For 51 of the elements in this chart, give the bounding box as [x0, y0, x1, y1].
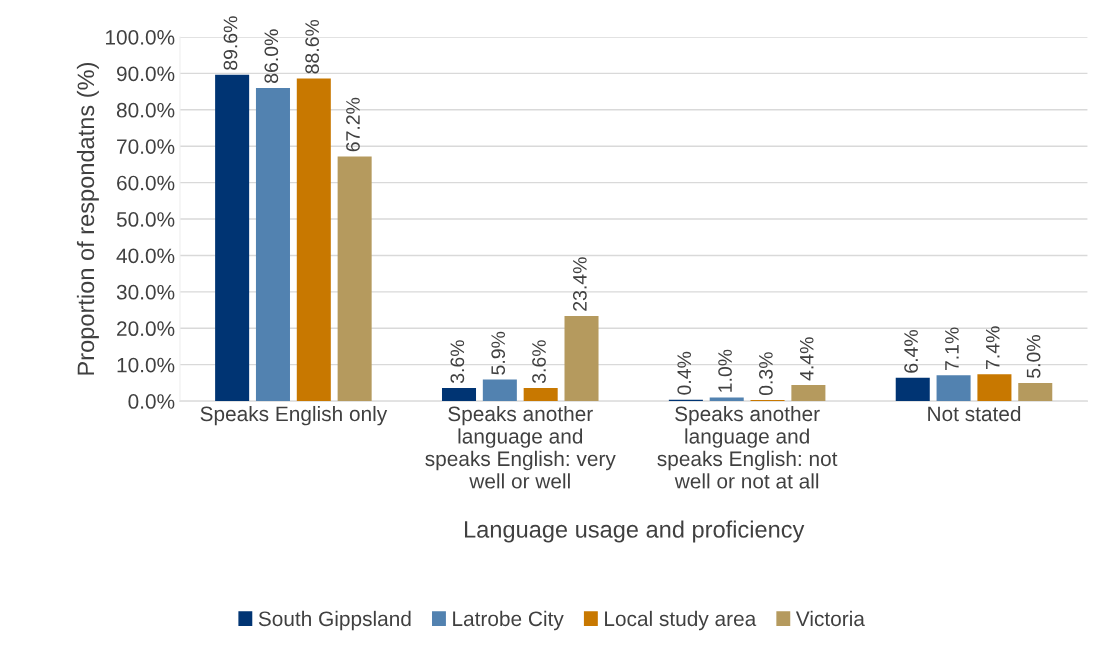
data-label: 67.2%	[346, 97, 360, 152]
bar	[709, 397, 744, 402]
y-tick-label: 100.0%	[106, 29, 175, 45]
y-tick-label: 40.0%	[116, 248, 175, 264]
data-label: 88.6%	[305, 19, 320, 74]
y-tick-label: 50.0%	[116, 212, 175, 227]
y-tick-label: 30.0%	[116, 284, 175, 300]
data-label: 7.1%	[945, 327, 959, 371]
y-tick-label: 20.0%	[117, 321, 175, 337]
bar	[791, 385, 826, 402]
x-tick-label: Speaks another language and speaks English: very well or well	[425, 405, 616, 489]
bar	[895, 377, 930, 402]
data-label: 86.0%	[264, 29, 279, 83]
data-label: 1.0%	[718, 349, 732, 392]
data-label: 23.4%	[572, 257, 587, 311]
data-label: 5.9%	[491, 331, 506, 375]
bar	[255, 87, 290, 402]
bar	[296, 78, 331, 402]
legend-label: Victoria	[795, 610, 865, 627]
x-tick-label: Not stated	[928, 405, 1021, 422]
data-label: 3.6%	[450, 340, 465, 384]
y-axis-title: Proportion of respondatns (%)	[76, 63, 99, 375]
y-tick-label: 0.0%	[128, 394, 175, 409]
bar	[337, 156, 372, 402]
bar	[482, 379, 517, 402]
data-label: 4.4%	[799, 337, 814, 381]
bar	[215, 74, 250, 402]
data-label: 3.6%	[532, 340, 546, 384]
data-label: 89.6%	[223, 16, 238, 70]
legend-label: Local study area	[605, 610, 757, 631]
data-label: 5.0%	[1026, 335, 1041, 378]
y-tick-label: 70.0%	[117, 139, 175, 154]
bar	[564, 315, 599, 402]
x-tick-label: Speaks another language and speaks English: not well or not at all	[657, 405, 838, 489]
data-label: 6.4%	[904, 329, 918, 373]
y-tick-label: 90.0%	[117, 66, 175, 82]
data-label: 7.4%	[985, 326, 1000, 369]
data-label: 0.3%	[759, 352, 773, 396]
bar	[936, 375, 971, 402]
legend-label: Latrobe City	[453, 610, 564, 631]
bar	[523, 387, 558, 402]
data-label: 0.4%	[677, 351, 692, 395]
y-tick-label: 10.0%	[117, 357, 175, 373]
bar	[977, 374, 1012, 402]
x-axis-title: Language usage and proficiency	[464, 520, 805, 543]
bar	[441, 387, 477, 402]
x-tick-label: Speaks English only	[200, 405, 388, 426]
bar	[1018, 382, 1053, 402]
y-tick-label: 80.0%	[116, 102, 175, 118]
legend-label: South Gippsland	[258, 610, 411, 631]
y-tick-label: 60.0%	[117, 175, 175, 191]
